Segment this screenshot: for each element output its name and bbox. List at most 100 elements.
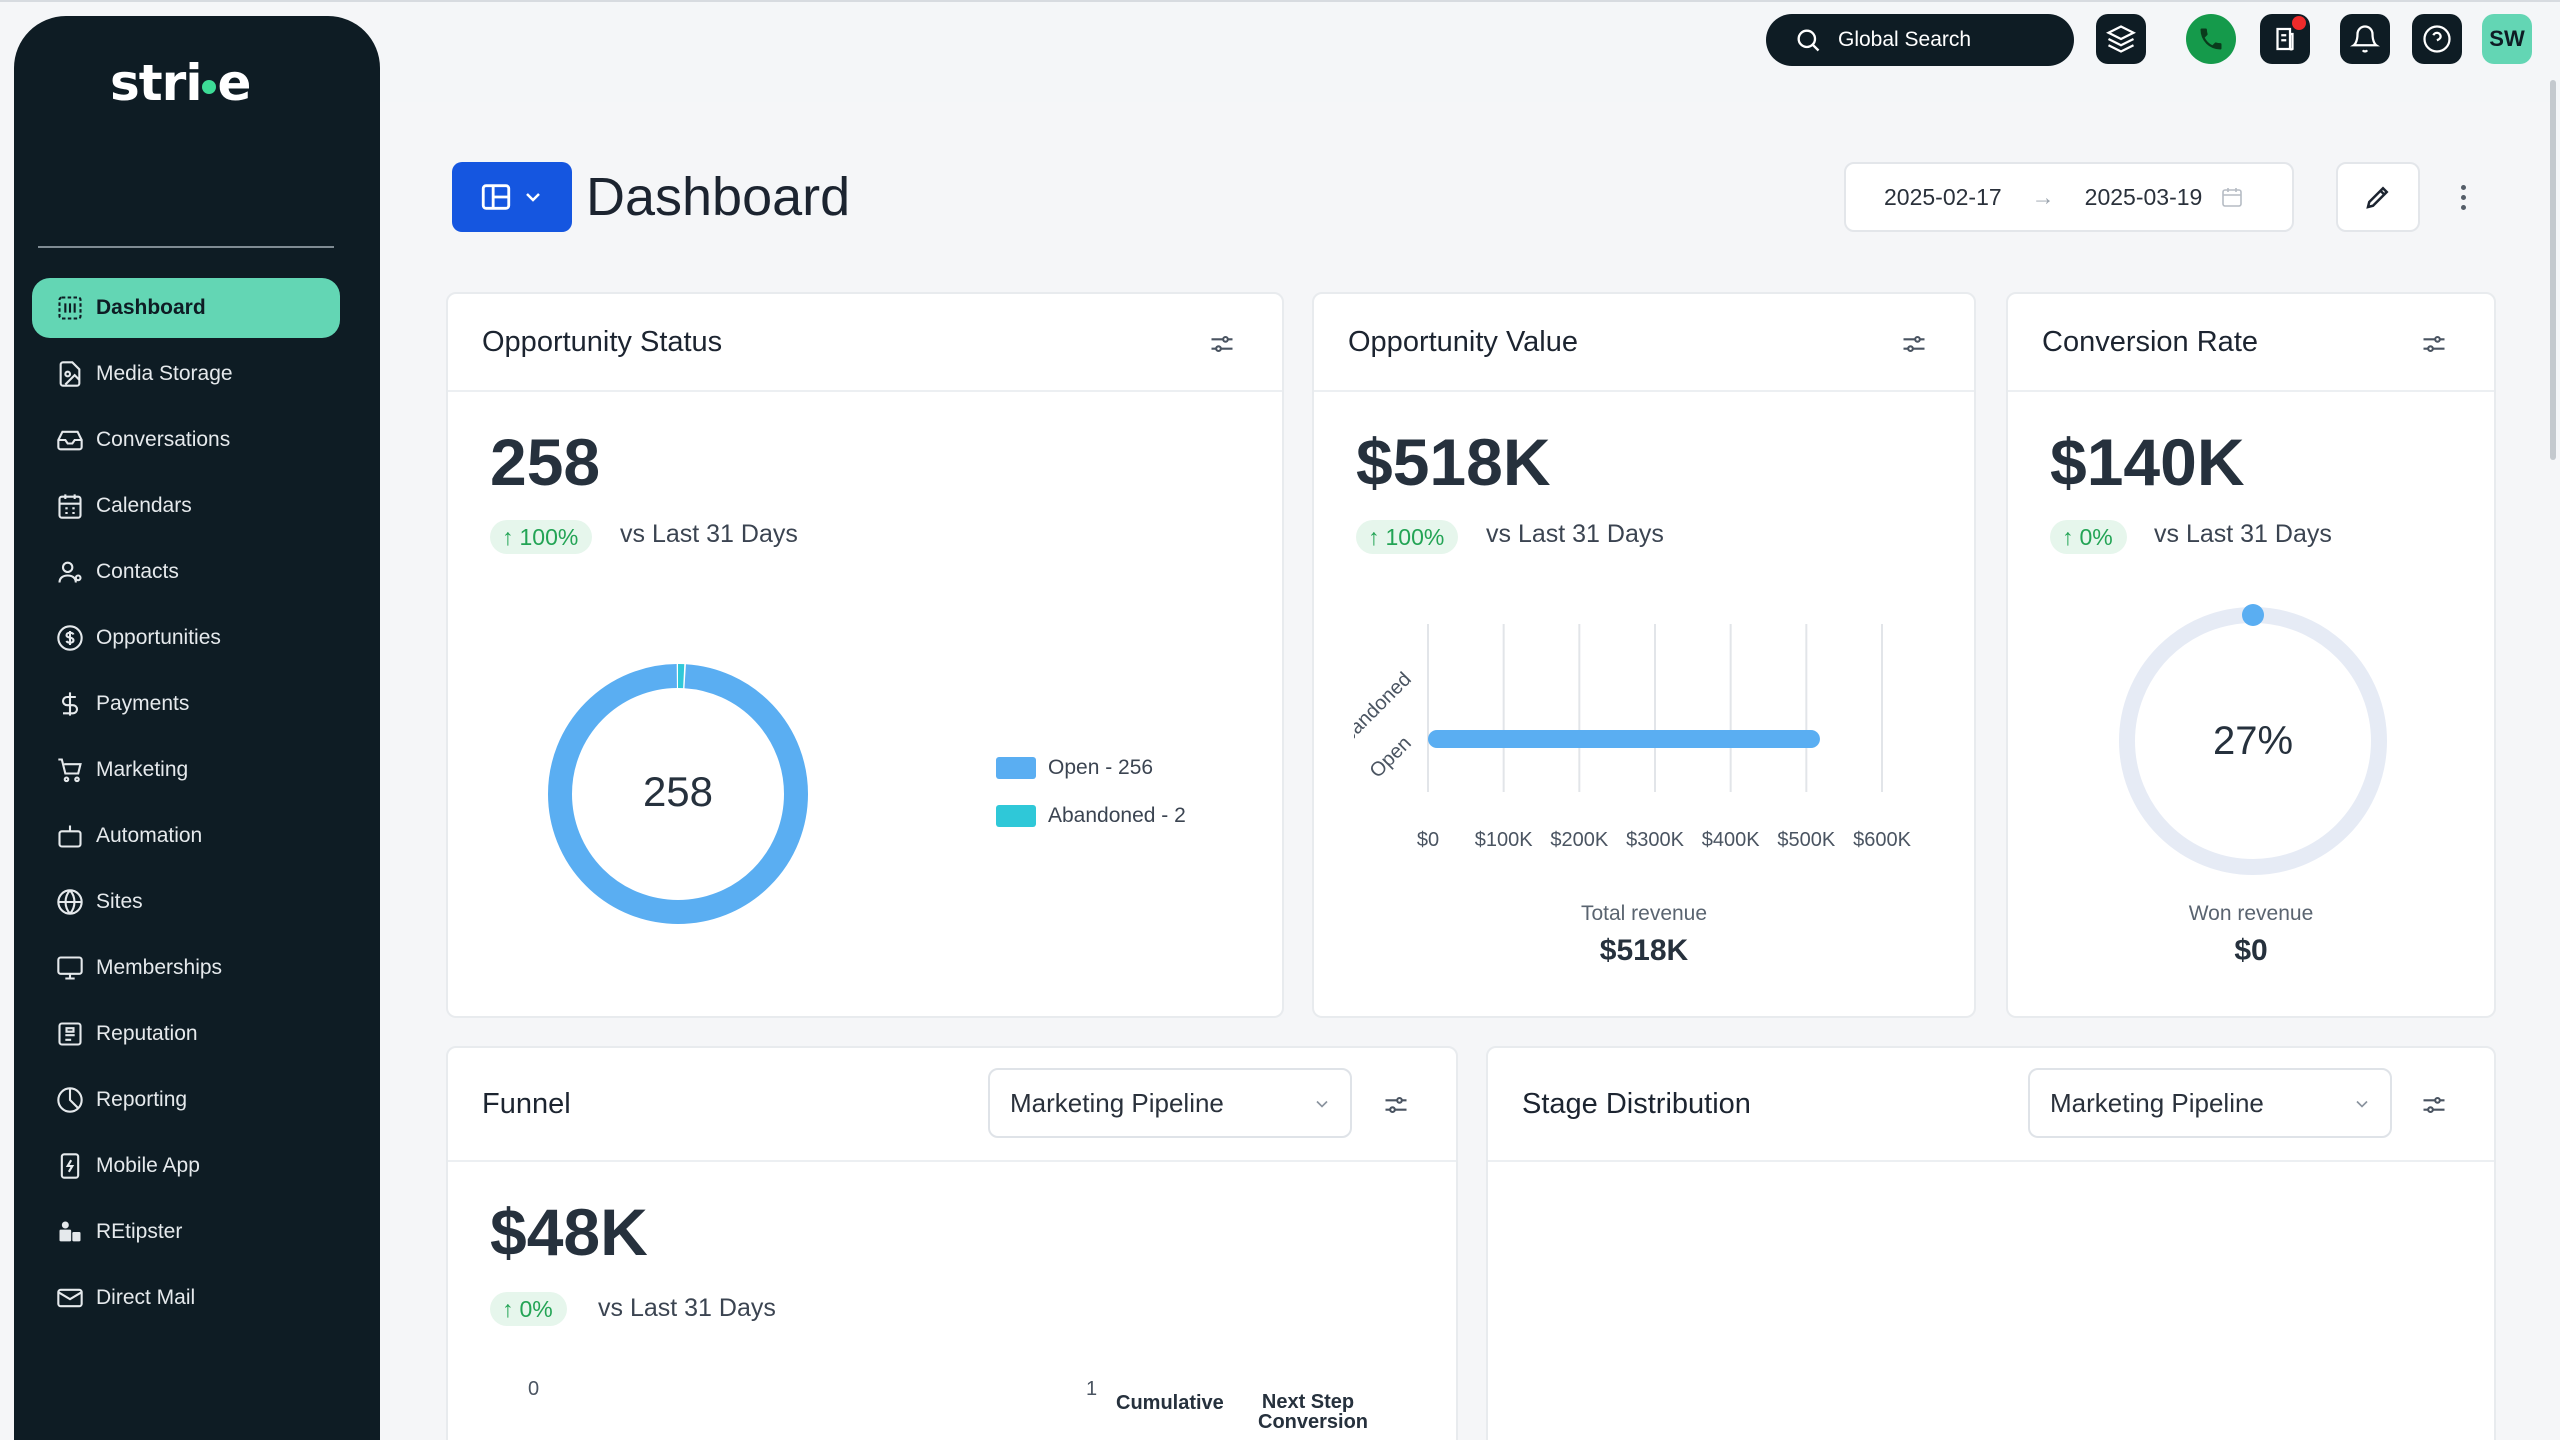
- calendar-icon: [2222, 188, 2243, 207]
- layers-button[interactable]: [2096, 14, 2146, 64]
- sidebar-item-label: Conversations: [96, 428, 231, 451]
- sidebar-item-label: REtipster: [96, 1220, 183, 1243]
- dollar-icon: [61, 692, 79, 716]
- cumulative-column-header: Cumulative: [1116, 1392, 1224, 1414]
- card-title: Opportunity Value: [1348, 325, 1578, 358]
- funnel-pipeline-select[interactable]: Marketing Pipeline: [988, 1068, 1352, 1138]
- arrow-up-icon: ↑: [502, 523, 514, 550]
- search-icon: [1797, 29, 1820, 52]
- global-search[interactable]: Global Search: [1766, 14, 2074, 66]
- legend-item-abandoned[interactable]: Abandoned - 2: [996, 792, 1186, 840]
- arrow-up-icon: ↑: [502, 1295, 514, 1322]
- card-title: Conversion Rate: [2042, 325, 2258, 358]
- comparison-text: vs Last 31 Days: [1486, 520, 1664, 548]
- x-tick-label: $200K: [1550, 829, 1608, 851]
- sidebar-item-label: Direct Mail: [96, 1286, 196, 1309]
- conversion-rate-card: Conversion Rate $140K ↑ 0% vs Last 31 Da…: [2006, 292, 2496, 1018]
- stage-pipeline-select[interactable]: Marketing Pipeline: [2028, 1068, 2392, 1138]
- page-scrollbar[interactable]: [2550, 80, 2556, 460]
- help-button[interactable]: [2412, 14, 2462, 64]
- legend-label: Open - 256: [1048, 756, 1154, 779]
- sidebar-item-media-storage[interactable]: Media Storage: [32, 344, 340, 404]
- stage-distribution-card: Stage Distribution Marketing Pipeline: [1486, 1046, 2496, 1440]
- x-tick-label: $300K: [1626, 829, 1684, 851]
- donut-segment-open[interactable]: [548, 664, 808, 924]
- star-board-icon: [58, 1022, 82, 1046]
- sidebar-item-automation[interactable]: Automation: [32, 806, 340, 866]
- sidebar-item-contacts[interactable]: Contacts: [32, 542, 340, 602]
- contact-icon: [58, 561, 82, 583]
- sidebar: stri e Dashboard Media Storage Conversati…: [14, 16, 380, 1440]
- caption-label: Won revenue: [2188, 902, 2314, 925]
- arrow-up-icon: ↑: [1368, 523, 1380, 550]
- sidebar-item-sites[interactable]: Sites: [32, 872, 340, 932]
- sidebar-item-opportunities[interactable]: Opportunities: [32, 608, 340, 668]
- gauge-progress-dot[interactable]: [2242, 604, 2264, 626]
- layout-switch-button[interactable]: [452, 162, 572, 232]
- pencil-icon: [2366, 186, 2389, 209]
- sidebar-item-marketing[interactable]: Marketing: [32, 740, 340, 800]
- opportunity-value: $518K: [1356, 425, 1551, 499]
- date-to[interactable]: 2025-03-19: [2084, 183, 2203, 210]
- legend-swatch: [996, 805, 1036, 827]
- sidebar-item-conversations[interactable]: Conversations: [32, 410, 340, 470]
- mail-icon: [57, 1288, 83, 1308]
- date-from[interactable]: 2025-02-17: [1884, 183, 2002, 210]
- sidebar-divider: [38, 246, 334, 248]
- more-options-button[interactable]: [2448, 176, 2478, 218]
- funnel-card: Funnel Marketing Pipeline $48K ↑ 0% vs L…: [446, 1046, 1458, 1440]
- change-badge: ↑ 100%: [1356, 520, 1459, 554]
- card-header: Opportunity Value: [1314, 294, 1974, 392]
- phone-button[interactable]: [2186, 14, 2236, 64]
- change-value: 0%: [519, 1295, 553, 1322]
- card-title: Stage Distribution: [1522, 1087, 1751, 1120]
- sidebar-item-label: Memberships: [96, 956, 223, 979]
- gauge-center-label: 27%: [2213, 719, 2293, 763]
- opportunity-status-card: Opportunity Status 258 ↑ 100% vs Last 31…: [446, 292, 1284, 1018]
- bell-icon: [2350, 25, 2380, 53]
- sidebar-item-direct-mail[interactable]: Direct Mail: [32, 1268, 340, 1328]
- donut-segment-abandoned[interactable]: [548, 664, 808, 924]
- sidebar-item-label: Reputation: [96, 1022, 198, 1045]
- notifications-button[interactable]: [2340, 14, 2390, 64]
- funnel-value: $48K: [490, 1195, 648, 1269]
- file-image-icon: [59, 361, 81, 387]
- sidebar-item-payments[interactable]: Payments: [32, 674, 340, 734]
- filter-icon[interactable]: [1208, 330, 1236, 358]
- sidebar-item-dashboard[interactable]: Dashboard: [32, 278, 340, 338]
- edit-dashboard-button[interactable]: [2336, 162, 2420, 232]
- user-avatar[interactable]: SW: [2482, 14, 2532, 64]
- sidebar-item-label: Marketing: [96, 758, 189, 781]
- x-tick-label: $100K: [1475, 829, 1533, 851]
- x-tick-label: $500K: [1777, 829, 1835, 851]
- bar-open[interactable]: [1428, 730, 1820, 748]
- date-range-picker[interactable]: 2025-02-17 → 2025-03-19: [1844, 162, 2294, 232]
- sidebar-item-retipster[interactable]: REtipster: [32, 1202, 340, 1262]
- change-badge: ↑ 0%: [490, 1292, 567, 1326]
- sidebar-item-mobile-app[interactable]: Mobile App: [32, 1136, 340, 1196]
- top-border: [0, 0, 2560, 2]
- x-tick-label: $600K: [1853, 829, 1911, 851]
- conversion-gauge: 27%: [2119, 604, 2387, 875]
- logo[interactable]: stri e: [110, 54, 251, 112]
- sidebar-item-reputation[interactable]: Reputation: [32, 1004, 340, 1064]
- sidebar-item-memberships[interactable]: Memberships: [32, 938, 340, 998]
- filter-icon[interactable]: [1382, 1091, 1410, 1119]
- change-badge: ↑ 0%: [2050, 520, 2127, 554]
- comparison-text: vs Last 31 Days: [620, 520, 798, 548]
- filter-icon[interactable]: [2420, 330, 2448, 358]
- x-tick-label: $0: [1417, 829, 1439, 851]
- sidebar-item-calendars[interactable]: Calendars: [32, 476, 340, 536]
- filter-icon[interactable]: [1900, 330, 1928, 358]
- conversion-value: $140K: [2050, 425, 2245, 499]
- robot-icon: [58, 825, 82, 848]
- sidebar-item-label: Mobile App: [96, 1154, 200, 1177]
- changelog-button[interactable]: [2260, 14, 2310, 64]
- funnel-axis-zero: 0: [528, 1378, 540, 1400]
- caption-label: Total revenue: [1580, 902, 1708, 925]
- filter-icon[interactable]: [2420, 1091, 2448, 1119]
- sidebar-item-reporting[interactable]: Reporting: [32, 1070, 340, 1130]
- status-legend: Open - 256 Abandoned - 2: [996, 744, 1186, 840]
- legend-item-open[interactable]: Open - 256: [996, 744, 1186, 792]
- global-search-label: Global Search: [1838, 28, 1972, 51]
